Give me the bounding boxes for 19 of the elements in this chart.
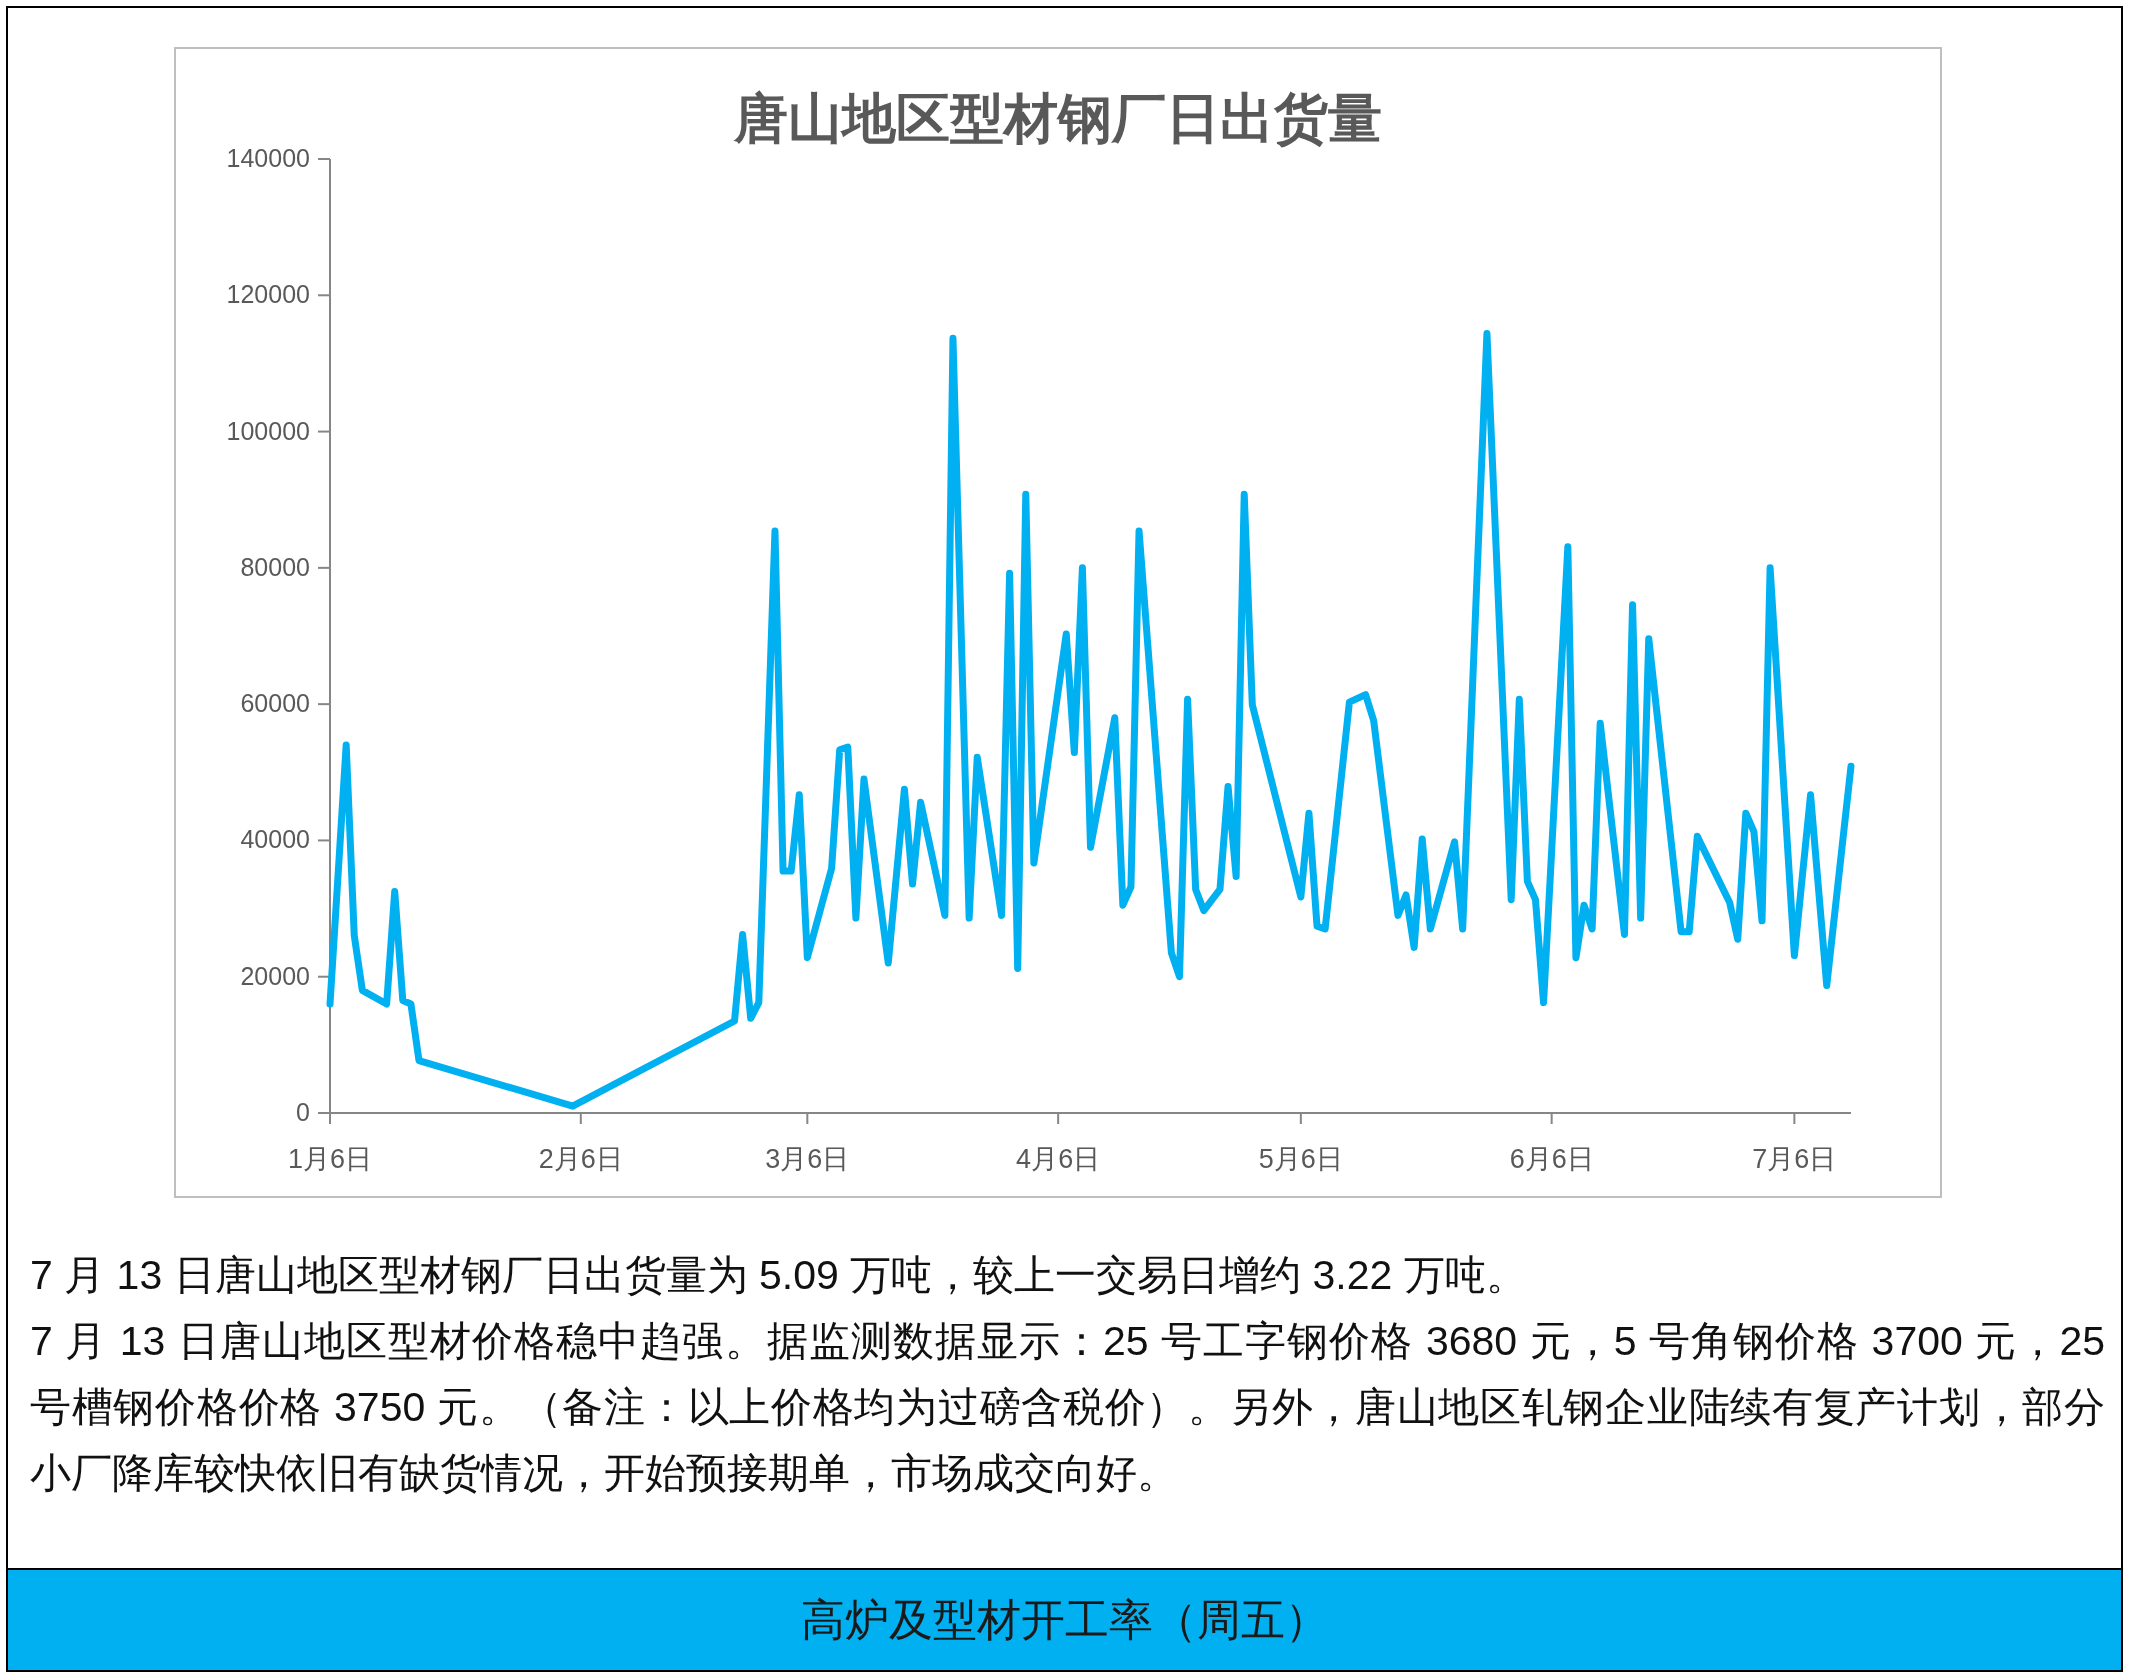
x-tick-label: 2月6日 — [538, 1144, 623, 1174]
x-tick-label: 6月6日 — [1509, 1144, 1594, 1174]
text: 7 月 13 日唐山地区型材价格稳中趋强。据监测数据显示：25 号工字钢价格 3680 元，5 号角钢价格 3700 元，25 号槽钢价格价格 3750 元。（备注：以上价格均为过磅含税价）。另外，唐山地区轧钢企业陆续有复产计划，部分小厂降库较快依旧有缺货情况，开始预接期单，市场成交向好。 — [30, 1317, 2105, 1498]
y-tick-label: 40000 — [240, 825, 310, 854]
chart-title: 唐山地区型材钢厂日出货量 — [733, 86, 1382, 150]
x-tick-label: 1月6日 — [287, 1144, 373, 1174]
y-tick-label: 0 — [296, 1098, 310, 1126]
y-tick-label: 100000 — [226, 416, 310, 445]
x-tick-label: 3月6日 — [765, 1144, 850, 1174]
x-tick-label: 4月6日 — [1016, 1144, 1101, 1174]
y-tick-label: 20000 — [240, 961, 310, 990]
y-tick-label: 120000 — [226, 280, 310, 309]
text: 7 月 13 日唐山地区型材钢厂日出货量为 5.09 万吨，较上一交易日增约 3.22 万吨。 — [30, 1251, 1528, 1300]
x-tick-label: 7月6日 — [1752, 1144, 1837, 1174]
y-tick-label: 80000 — [240, 552, 310, 581]
y-tick-label: 140000 — [226, 144, 310, 172]
x-tick-label: 5月6日 — [1258, 1144, 1343, 1174]
text: 高炉及型材开工率（周五） — [8, 1568, 2121, 1670]
y-tick-label: 60000 — [240, 689, 310, 718]
